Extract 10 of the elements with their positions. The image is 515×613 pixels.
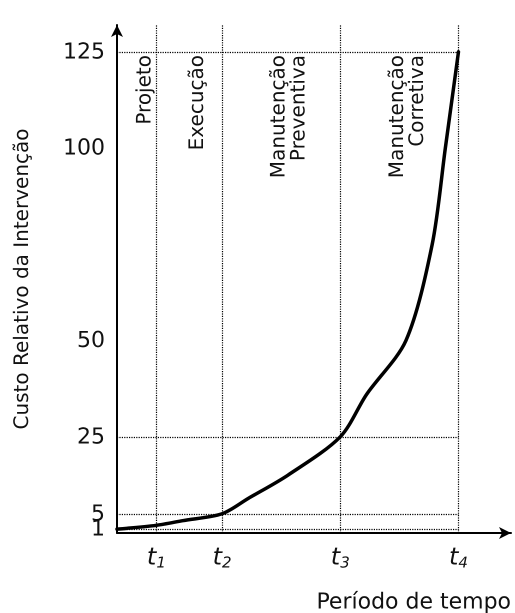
y-tick-label: 25 (77, 424, 105, 450)
x-axis-title: Período de tempo (316, 590, 511, 613)
annotation: Projeto (131, 55, 156, 125)
y-tick-label: 100 (63, 136, 105, 161)
annotation: Manutenção Corretiva (384, 55, 428, 178)
y-tick-label: 125 (63, 39, 105, 64)
annotation: Execução (184, 55, 208, 150)
annotation: Manutenção Preventiva (266, 55, 310, 178)
y-axis-title: Custo Relativo da Intervenção (9, 128, 33, 430)
y-tick-label: 50 (77, 328, 105, 354)
